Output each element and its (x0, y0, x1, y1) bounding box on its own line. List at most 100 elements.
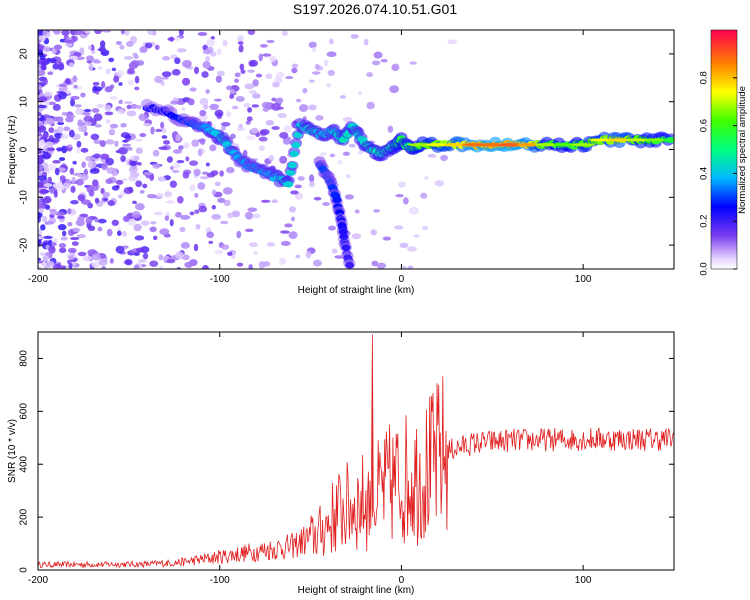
noise-blob (206, 231, 215, 239)
noise-blob (271, 102, 281, 111)
noise-blob (133, 223, 142, 232)
noise-blob (214, 98, 222, 102)
noise-blob (130, 160, 137, 167)
noise-blob (220, 220, 229, 225)
noise-blob (48, 127, 55, 134)
noise-blob (305, 250, 312, 259)
noise-blob (244, 211, 254, 220)
noise-blob (127, 67, 135, 75)
noise-blob (109, 84, 115, 89)
noise-blob (139, 132, 147, 138)
noise-blob (247, 69, 256, 73)
noise-blob (45, 204, 51, 210)
noise-blob (99, 45, 106, 53)
noise-blob (84, 30, 90, 34)
noise-blob (283, 125, 292, 133)
noise-blob (55, 184, 65, 191)
noise-blob (53, 190, 58, 198)
ridge-blob (338, 228, 348, 236)
snr-line (38, 334, 674, 569)
noise-blob (339, 95, 347, 99)
noise-blob (268, 154, 275, 162)
noise-blob (134, 86, 140, 91)
noise-blob (93, 86, 103, 92)
noise-blob (98, 258, 108, 266)
noise-blob (41, 152, 51, 160)
noise-blob (40, 224, 46, 231)
noise-blob (206, 38, 216, 47)
noise-blob (236, 127, 246, 132)
noise-blob (108, 128, 116, 135)
noise-blob (38, 189, 48, 195)
noise-blob (71, 241, 79, 246)
noise-blob (133, 54, 139, 60)
noise-blob (122, 178, 127, 182)
ridge-blob (291, 142, 301, 149)
noise-blob (251, 104, 260, 108)
noise-blob (120, 155, 126, 163)
noise-blob (68, 55, 79, 60)
noise-blob (72, 75, 78, 83)
noise-blob (236, 230, 242, 239)
noise-blob (173, 162, 181, 169)
noise-blob (421, 225, 429, 231)
noise-blob (38, 154, 43, 161)
ridge-blob (341, 244, 351, 251)
noise-blob (328, 38, 334, 45)
noise-blob (226, 166, 235, 174)
snr-y-tick-label: 0 (19, 567, 30, 573)
snr-x-tick-label: 0 (399, 575, 405, 586)
noise-blob (351, 233, 362, 240)
noise-blob (308, 181, 315, 188)
noise-blob (229, 88, 235, 95)
noise-blob (363, 38, 369, 46)
noise-blob (161, 255, 170, 261)
noise-blob (170, 100, 180, 105)
snr-series (38, 334, 674, 569)
noise-blob (52, 159, 61, 164)
noise-blob (44, 221, 49, 225)
noise-blob (239, 63, 245, 71)
noise-blob (106, 228, 113, 237)
noise-blob (38, 69, 45, 73)
noise-blob (154, 44, 160, 51)
noise-blob (135, 247, 145, 253)
spectrogram-x-tick-label: 100 (575, 274, 592, 285)
noise-blob (163, 140, 171, 145)
noise-blob (38, 34, 47, 42)
noise-blob (105, 139, 115, 145)
noise-blob (198, 205, 208, 213)
noise-blob (169, 219, 174, 227)
noise-blob (175, 134, 182, 142)
noise-blob (198, 114, 208, 121)
noise-blob (107, 200, 115, 206)
noise-blob (409, 61, 417, 65)
noise-blob (43, 235, 53, 240)
noise-blob (346, 174, 351, 179)
noise-blob (40, 115, 45, 121)
noise-blob (77, 216, 85, 221)
noise-blob (67, 208, 72, 215)
snr-panel: -200 -100 0 100 0 200 400 600 800 Height of stra… (7, 331, 675, 596)
noise-blob (285, 76, 294, 80)
noise-blob (350, 34, 359, 39)
noise-blob (199, 138, 206, 146)
noise-blob (413, 234, 420, 238)
noise-blob (289, 206, 297, 213)
noise-blob (83, 115, 93, 123)
noise-blob (43, 132, 49, 139)
noise-blob (182, 171, 190, 179)
noise-blob (82, 255, 93, 262)
noise-blob (370, 229, 377, 236)
noise-blob (178, 30, 184, 37)
noise-blob (159, 228, 170, 236)
noise-blob (135, 180, 143, 188)
noise-blob (258, 145, 266, 151)
noise-blob (51, 68, 56, 73)
noise-blob (236, 262, 244, 267)
noise-blob (173, 149, 183, 154)
noise-blob (87, 225, 96, 232)
noise-blob (58, 247, 67, 254)
noise-blob (183, 141, 190, 150)
